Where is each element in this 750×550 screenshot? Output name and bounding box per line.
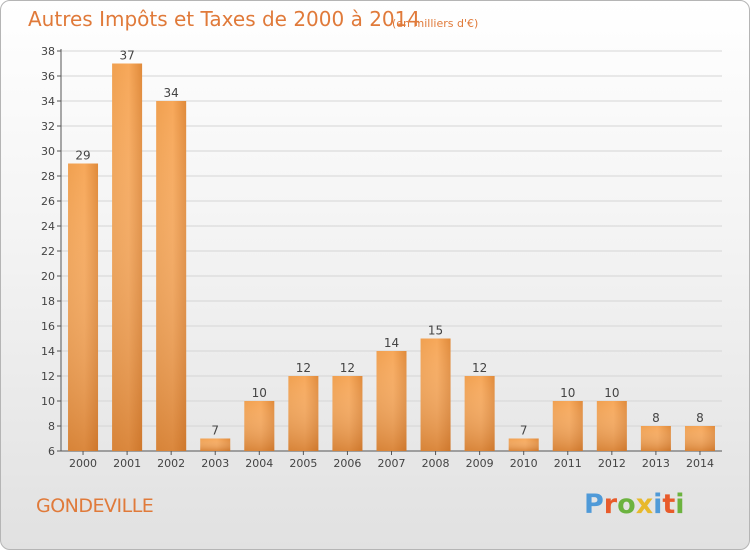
bar-value-label: 8 bbox=[696, 411, 704, 425]
y-tick-label: 10 bbox=[41, 395, 55, 408]
bar bbox=[640, 426, 671, 451]
y-tick-label: 14 bbox=[41, 345, 55, 358]
y-tick-label: 24 bbox=[41, 220, 55, 233]
bar bbox=[112, 63, 143, 451]
y-tick-label: 20 bbox=[41, 270, 55, 283]
bar-value-label: 12 bbox=[296, 361, 311, 375]
x-tick-label: 2009 bbox=[466, 457, 494, 470]
logo-letter: r bbox=[603, 489, 618, 520]
x-tick-label: 2008 bbox=[422, 457, 450, 470]
bar bbox=[244, 401, 275, 451]
bar-shade bbox=[596, 401, 627, 451]
bar bbox=[684, 426, 715, 451]
bar-value-label: 7 bbox=[211, 424, 219, 438]
bar bbox=[420, 338, 451, 451]
bar-value-label: 8 bbox=[652, 411, 660, 425]
y-tick-label: 12 bbox=[41, 370, 55, 383]
bar-value-label: 34 bbox=[164, 86, 179, 100]
y-tick-label: 36 bbox=[41, 70, 55, 83]
bar-shade bbox=[684, 426, 715, 451]
x-tick-label: 2005 bbox=[289, 457, 317, 470]
bar bbox=[464, 376, 495, 451]
logo-letter: o bbox=[617, 489, 636, 520]
bar bbox=[200, 438, 231, 451]
x-tick-label: 2011 bbox=[554, 457, 582, 470]
bar-value-label: 37 bbox=[119, 49, 134, 63]
bar-shade bbox=[376, 351, 407, 451]
bar-shade bbox=[552, 401, 583, 451]
bar-shade bbox=[508, 438, 539, 451]
bar bbox=[156, 101, 187, 451]
bars bbox=[68, 63, 715, 451]
bar-shade bbox=[464, 376, 495, 451]
bar bbox=[552, 401, 583, 451]
commune-name: GONDEVILLE bbox=[36, 495, 154, 517]
logo-letter: x bbox=[635, 489, 654, 520]
bar-shade bbox=[112, 63, 143, 451]
bar bbox=[332, 376, 363, 451]
bar-value-label: 29 bbox=[75, 149, 90, 163]
x-tick-label: 2010 bbox=[510, 457, 538, 470]
chart-subtitle: (en milliers d'€) bbox=[392, 17, 479, 30]
y-tick-label: 34 bbox=[41, 95, 55, 108]
bar-value-label: 10 bbox=[560, 386, 575, 400]
x-tick-label: 2001 bbox=[113, 457, 141, 470]
y-tick-label: 38 bbox=[41, 45, 55, 58]
bar-value-label: 14 bbox=[384, 336, 399, 350]
x-tick-label: 2002 bbox=[157, 457, 185, 470]
bar bbox=[288, 376, 319, 451]
bar-value-label: 7 bbox=[520, 424, 528, 438]
y-tick-label: 32 bbox=[41, 120, 55, 133]
bar-value-label: 10 bbox=[604, 386, 619, 400]
bar-value-label: 12 bbox=[340, 361, 355, 375]
bar-value-label: 15 bbox=[428, 324, 443, 338]
bar bbox=[68, 163, 99, 451]
bar bbox=[596, 401, 627, 451]
logo-letter: i bbox=[653, 489, 663, 520]
data-labels: 29 37 34 7 10 12 12 14 15 12 7 10 10 8 8 bbox=[75, 49, 703, 438]
bar-shade bbox=[156, 101, 187, 451]
y-tick-label: 6 bbox=[48, 445, 55, 458]
logo-letter: t bbox=[662, 489, 676, 520]
bar-shade bbox=[420, 338, 451, 451]
bar-shade bbox=[640, 426, 671, 451]
logo-letter: i bbox=[675, 489, 685, 520]
y-tick-label: 18 bbox=[41, 295, 55, 308]
x-tick-label: 2003 bbox=[201, 457, 229, 470]
bar-value-label: 12 bbox=[472, 361, 487, 375]
bar-shade bbox=[332, 376, 363, 451]
proxiti-logo: Proxiti bbox=[584, 489, 685, 520]
bar-value-label: 10 bbox=[252, 386, 267, 400]
chart-title: Autres Impôts et Taxes de 2000 à 2014 bbox=[28, 7, 421, 31]
bar bbox=[376, 351, 407, 451]
axes: 6 8 10 12 14 16 18 20 22 24 26 28 30 32 34 36 38 2000 2001… bbox=[41, 45, 722, 470]
y-tick-label: 26 bbox=[41, 195, 55, 208]
x-tick-label: 2007 bbox=[378, 457, 406, 470]
x-tick-label: 2014 bbox=[686, 457, 714, 470]
bar-shade bbox=[288, 376, 319, 451]
x-tick-label: 2000 bbox=[69, 457, 97, 470]
bar-shade bbox=[200, 438, 231, 451]
y-tick-label: 28 bbox=[41, 170, 55, 183]
bar bbox=[508, 438, 539, 451]
y-tick-label: 8 bbox=[48, 420, 55, 433]
x-tick-label: 2013 bbox=[642, 457, 670, 470]
bar-shade bbox=[68, 163, 99, 451]
x-tick-label: 2012 bbox=[598, 457, 626, 470]
logo-letter: P bbox=[584, 489, 604, 520]
bar-shade bbox=[244, 401, 275, 451]
y-tick-label: 22 bbox=[41, 245, 55, 258]
x-tick-label: 2004 bbox=[245, 457, 273, 470]
y-tick-label: 30 bbox=[41, 145, 55, 158]
y-tick-label: 16 bbox=[41, 320, 55, 333]
x-tick-label: 2006 bbox=[333, 457, 361, 470]
